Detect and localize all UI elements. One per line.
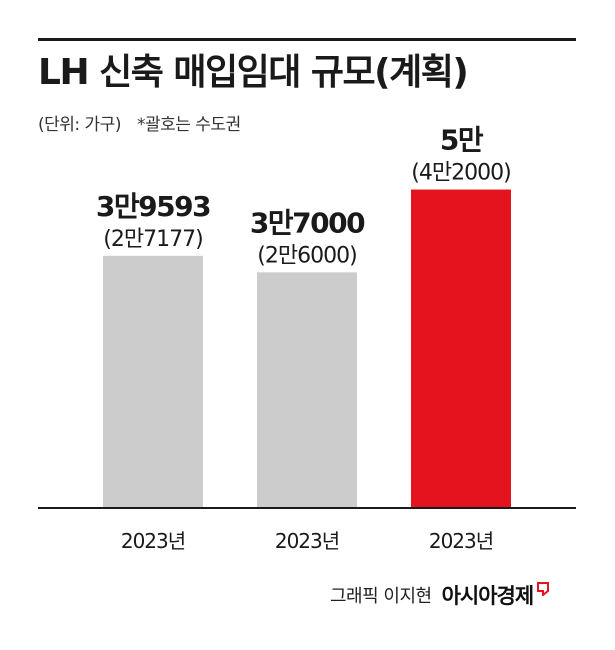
x-tick-label-2: 2023년 xyxy=(275,529,339,553)
capital-region-label-2: (2만6000) xyxy=(257,243,356,268)
capital-region-label-1: (2만7177) xyxy=(103,227,202,252)
value-label-2: 3만7000 xyxy=(250,206,365,239)
brand-logo: 아시아경제 xyxy=(441,584,535,608)
footnote-label: *괄호는 수도권 xyxy=(136,115,241,135)
value-label-3: 5만 xyxy=(440,124,484,157)
top-rule xyxy=(38,38,576,41)
credit: 그래픽 이지현 아시아경제 xyxy=(330,580,550,610)
bar-2 xyxy=(257,272,357,508)
x-tick-label-3: 2023년 xyxy=(429,529,493,553)
chart-title: LH 신축 매입임대 규모(계획) xyxy=(38,52,469,93)
value-label-1: 3만9593 xyxy=(96,190,210,223)
bar-3 xyxy=(411,189,511,508)
graphic-credit: 그래픽 이지현 xyxy=(330,586,432,607)
capital-region-label-3: (4만2000) xyxy=(411,161,510,186)
x-tick-label-1: 2023년 xyxy=(121,529,185,553)
brand-mark-icon xyxy=(537,582,550,596)
chart-subtitle: (단위: 가구) *괄호는 수도권 xyxy=(38,110,241,135)
bar-1 xyxy=(103,255,203,508)
unit-label: (단위: 가구) xyxy=(38,115,121,135)
